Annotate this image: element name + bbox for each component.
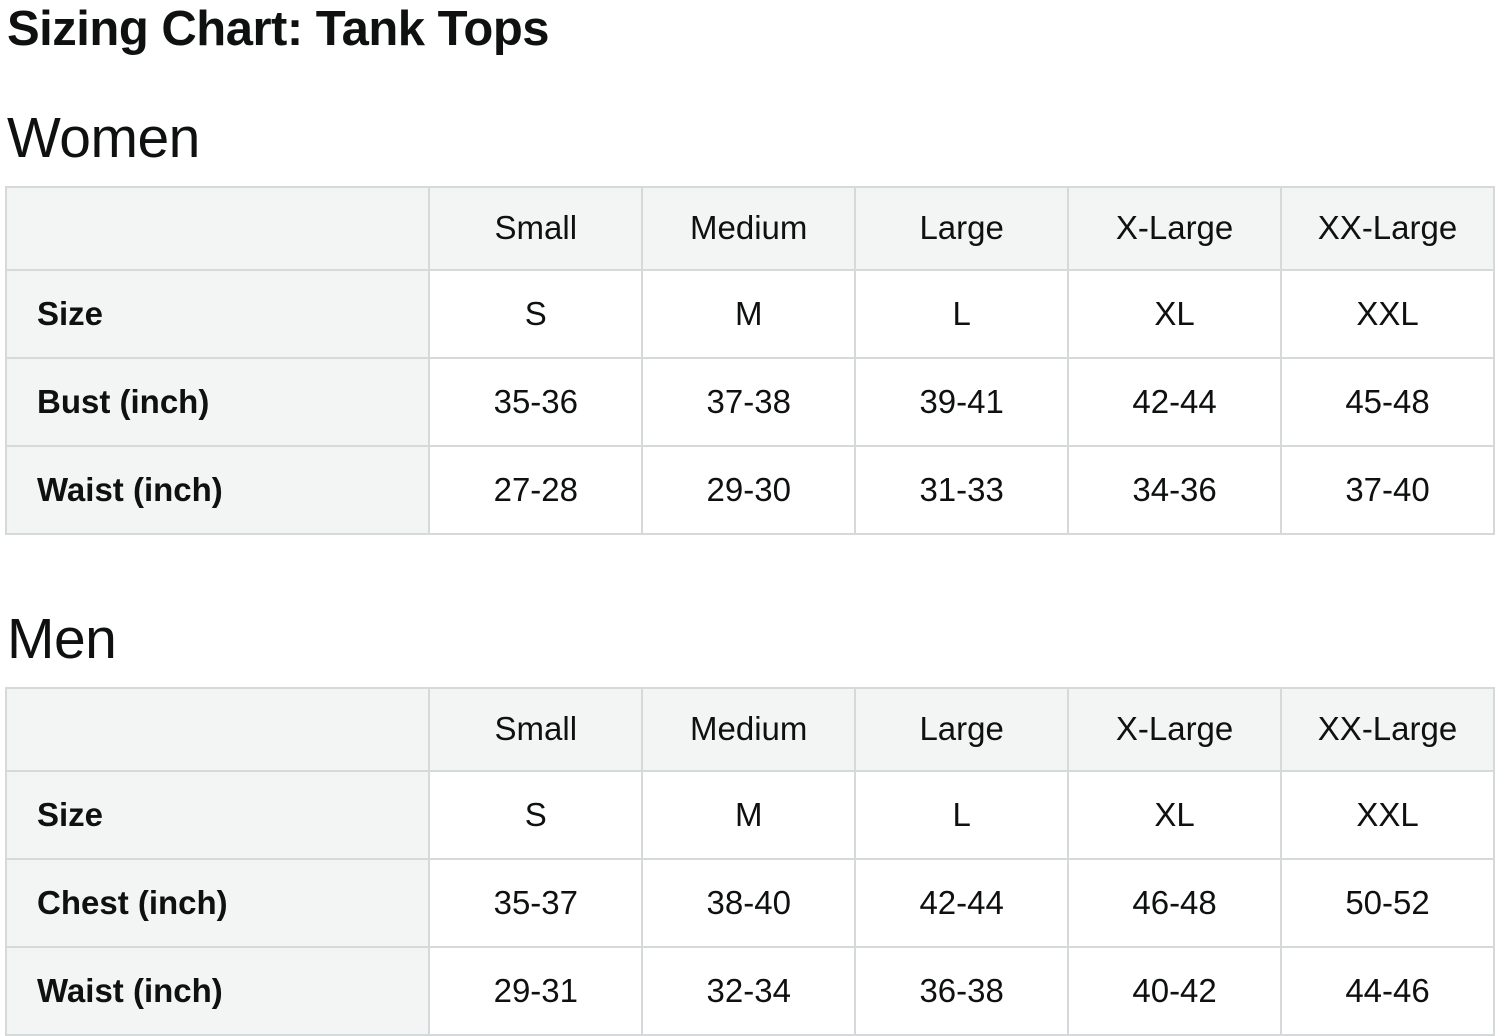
men-header-row: Small Medium Large X-Large XX-Large: [4, 686, 1495, 772]
column-header-medium: Medium: [641, 686, 857, 772]
table-cell: 35-37: [428, 857, 644, 948]
table-cell: 44-46: [1280, 945, 1495, 1036]
page-title: Sizing Chart: Tank Tops: [7, 2, 550, 56]
table-cell: 38-40: [641, 857, 857, 948]
empty-header-cell: [4, 686, 431, 772]
section-heading-women: Women: [7, 105, 200, 170]
table-cell: 35-36: [428, 356, 644, 447]
table-cell: L: [854, 268, 1070, 359]
table-cell: 37-38: [641, 356, 857, 447]
table-cell: 31-33: [854, 444, 1070, 535]
table-cell: 39-41: [854, 356, 1070, 447]
table-row-waist: Waist (inch) 29-31 32-34 36-38 40-42 44-…: [4, 945, 1495, 1036]
table-cell: 32-34: [641, 945, 857, 1036]
table-cell: S: [428, 268, 644, 359]
women-size-table: Small Medium Large X-Large XX-Large Size…: [4, 185, 1495, 535]
column-header-x-large: X-Large: [1067, 686, 1283, 772]
table-cell: M: [641, 769, 857, 860]
column-header-small: Small: [428, 686, 644, 772]
table-row-size: Size S M L XL XXL: [4, 268, 1495, 359]
column-header-small: Small: [428, 185, 644, 271]
table-cell: 27-28: [428, 444, 644, 535]
table-cell: 45-48: [1280, 356, 1495, 447]
table-cell: 42-44: [854, 857, 1070, 948]
table-cell: S: [428, 769, 644, 860]
row-label-size: Size: [4, 769, 431, 860]
row-label-waist: Waist (inch): [4, 444, 431, 535]
row-label-size: Size: [4, 268, 431, 359]
row-label-bust: Bust (inch): [4, 356, 431, 447]
table-cell: 36-38: [854, 945, 1070, 1036]
table-cell: L: [854, 769, 1070, 860]
table-row-waist: Waist (inch) 27-28 29-30 31-33 34-36 37-…: [4, 444, 1495, 535]
table-cell: XXL: [1280, 268, 1495, 359]
table-cell: M: [641, 268, 857, 359]
table-cell: 29-31: [428, 945, 644, 1036]
women-header-row: Small Medium Large X-Large XX-Large: [4, 185, 1495, 271]
table-cell: 29-30: [641, 444, 857, 535]
empty-header-cell: [4, 185, 431, 271]
table-cell: 34-36: [1067, 444, 1283, 535]
table-row-size: Size S M L XL XXL: [4, 769, 1495, 860]
column-header-xx-large: XX-Large: [1280, 185, 1495, 271]
table-cell: 37-40: [1280, 444, 1495, 535]
column-header-large: Large: [854, 185, 1070, 271]
row-label-chest: Chest (inch): [4, 857, 431, 948]
table-cell: XL: [1067, 268, 1283, 359]
table-cell: 40-42: [1067, 945, 1283, 1036]
table-row-bust: Bust (inch) 35-36 37-38 39-41 42-44 45-4…: [4, 356, 1495, 447]
table-cell: 42-44: [1067, 356, 1283, 447]
table-row-chest: Chest (inch) 35-37 38-40 42-44 46-48 50-…: [4, 857, 1495, 948]
men-size-table: Small Medium Large X-Large XX-Large Size…: [4, 686, 1495, 1036]
table-cell: XL: [1067, 769, 1283, 860]
column-header-xx-large: XX-Large: [1280, 686, 1495, 772]
column-header-x-large: X-Large: [1067, 185, 1283, 271]
column-header-large: Large: [854, 686, 1070, 772]
table-cell: XXL: [1280, 769, 1495, 860]
table-cell: 46-48: [1067, 857, 1283, 948]
table-cell: 50-52: [1280, 857, 1495, 948]
column-header-medium: Medium: [641, 185, 857, 271]
row-label-waist: Waist (inch): [4, 945, 431, 1036]
section-heading-men: Men: [7, 606, 117, 671]
